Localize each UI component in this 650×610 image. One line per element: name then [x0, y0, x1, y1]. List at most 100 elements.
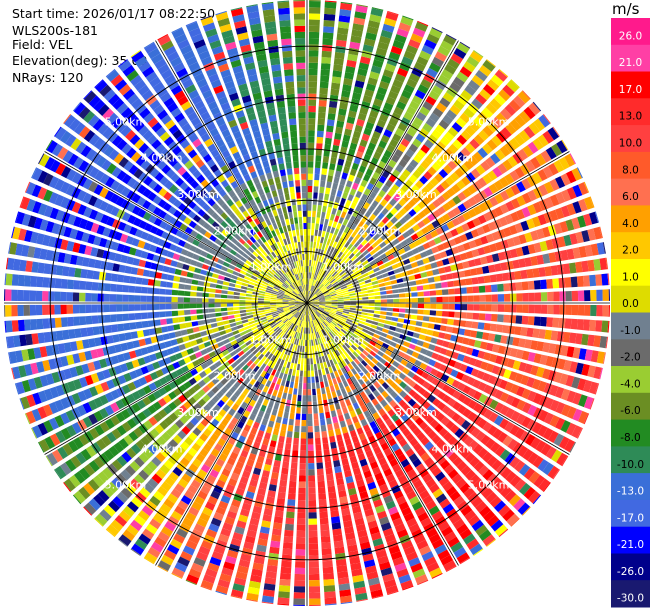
velocity-gate: [163, 498, 175, 509]
velocity-gate: [436, 260, 444, 267]
velocity-gate: [417, 387, 426, 396]
velocity-gate: [351, 231, 358, 238]
velocity-gate: [378, 408, 386, 417]
velocity-gate: [549, 194, 560, 207]
velocity-gate: [309, 284, 312, 292]
velocity-gate: [547, 127, 560, 141]
velocity-gate: [323, 579, 335, 586]
velocity-gate: [547, 465, 560, 479]
velocity-gate: [504, 381, 514, 392]
velocity-gate: [291, 337, 296, 344]
velocity-gate: [503, 314, 510, 323]
velocity-gate: [323, 290, 329, 295]
velocity-gate: [367, 520, 378, 529]
velocity-gate: [93, 360, 102, 371]
velocity-gate: [549, 178, 560, 191]
velocity-gate: [477, 247, 486, 256]
velocity-gate: [301, 314, 304, 321]
velocity-gate: [309, 327, 312, 334]
velocity-gate: [130, 331, 138, 339]
velocity-gate: [164, 443, 174, 454]
velocity-gate: [321, 50, 332, 58]
velocity-gate: [399, 298, 406, 303]
velocity-gate: [305, 339, 307, 347]
velocity-gate: [329, 404, 335, 412]
velocity-gate: [555, 401, 566, 414]
velocity-gate: [581, 230, 590, 243]
velocity-gate: [74, 328, 82, 338]
velocity-gate: [460, 448, 471, 459]
velocity-gate: [334, 315, 341, 320]
velocity-gate: [410, 261, 419, 268]
velocity-gate: [153, 311, 160, 318]
velocity-gate: [477, 276, 485, 284]
velocity-gate: [9, 351, 18, 364]
velocity-gate: [357, 253, 365, 260]
velocity-gate: [545, 146, 557, 160]
velocity-gate: [225, 390, 233, 399]
velocity-gate: [344, 257, 351, 264]
velocity-gate: [287, 322, 293, 328]
velocity-gate: [341, 426, 348, 434]
velocity-gate: [180, 441, 190, 451]
velocity-gate: [134, 514, 147, 527]
velocity-gate: [425, 478, 437, 489]
velocity-gate: [54, 317, 62, 328]
velocity-gate: [424, 365, 433, 373]
velocity-gate: [245, 375, 253, 383]
velocity-gate: [321, 211, 326, 219]
velocity-gate: [394, 469, 405, 479]
velocity-gate: [294, 325, 298, 332]
velocity-gate: [284, 523, 294, 531]
velocity-gate: [345, 180, 353, 188]
velocity-gate: [316, 318, 321, 325]
velocity-gate: [277, 365, 283, 372]
velocity-gate: [299, 314, 303, 321]
velocity-gate: [345, 418, 353, 426]
velocity-gate: [149, 428, 160, 438]
velocity-gate: [386, 290, 393, 295]
velocity-gate: [320, 418, 326, 426]
velocity-gate: [246, 404, 254, 413]
velocity-gate: [344, 526, 355, 534]
velocity-gate: [384, 361, 392, 369]
velocity-gate: [67, 279, 74, 290]
velocity-gate: [491, 459, 503, 471]
velocity-gate: [183, 381, 192, 390]
velocity-gate: [247, 586, 260, 595]
velocity-gate: [463, 61, 476, 73]
velocity-gate: [479, 88, 492, 101]
velocity-gate: [204, 458, 214, 468]
velocity-gate: [215, 317, 223, 322]
velocity-gate: [483, 275, 491, 284]
velocity-gate: [352, 92, 362, 101]
velocity-gate: [311, 320, 314, 328]
velocity-gate: [290, 330, 295, 337]
velocity-gate: [336, 389, 342, 397]
velocity-gate: [373, 373, 381, 381]
velocity-gate: [85, 304, 92, 314]
velocity-gate: [307, 389, 312, 396]
velocity-gate: [377, 322, 385, 328]
velocity-gate: [430, 297, 437, 303]
velocity-gate: [60, 317, 68, 328]
velocity-gate: [412, 568, 426, 579]
velocity-gate: [442, 296, 449, 303]
velocity-gate: [431, 466, 442, 477]
velocity-gate: [275, 416, 282, 424]
velocity-gate: [395, 243, 403, 250]
velocity-gate: [416, 484, 427, 495]
velocity-gate: [425, 95, 437, 106]
velocity-gate: [461, 223, 470, 232]
velocity-gate: [251, 294, 259, 298]
velocity-gate: [308, 555, 319, 562]
velocity-gate: [353, 241, 361, 248]
velocity-gate: [400, 359, 408, 367]
velocity-gate: [439, 97, 451, 108]
velocity-gate: [502, 509, 515, 522]
velocity-gate: [438, 74, 450, 85]
velocity-gate: [337, 440, 345, 448]
velocity-gate: [331, 391, 337, 399]
velocity-gate: [358, 320, 366, 325]
velocity-gate: [147, 320, 155, 327]
